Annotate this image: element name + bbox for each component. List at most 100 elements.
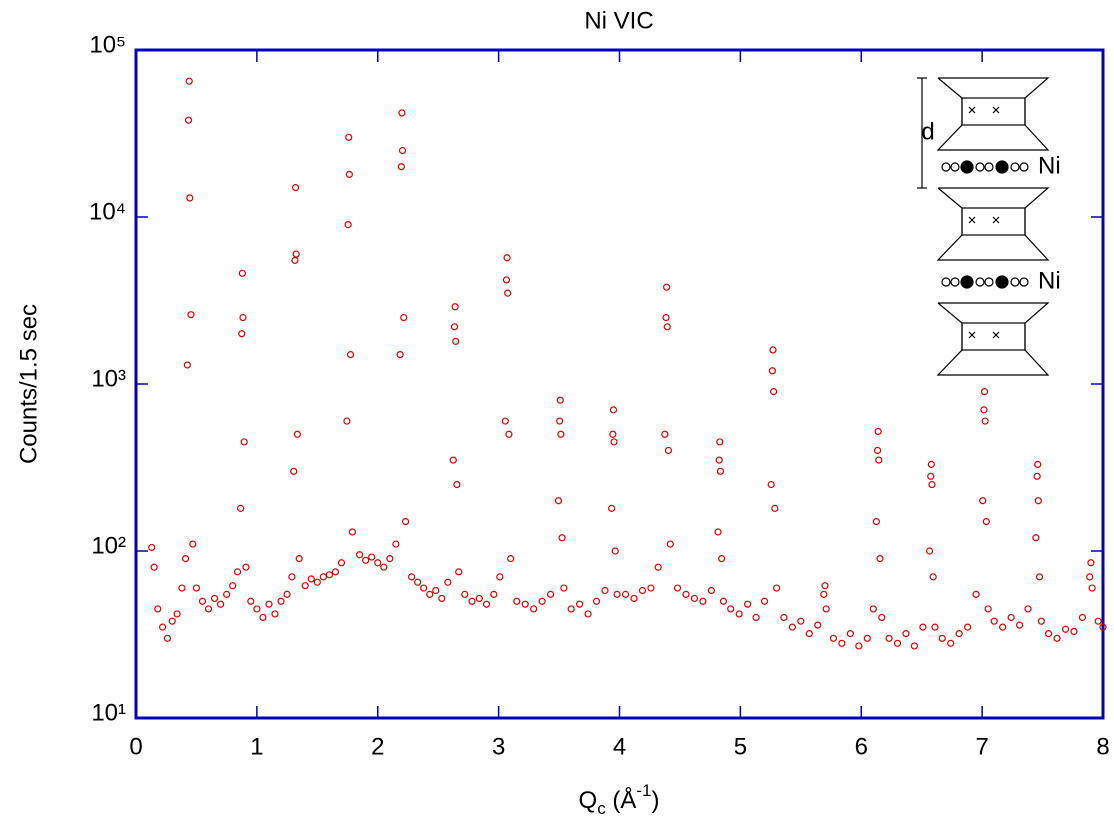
annotation: Ni [1038, 267, 1061, 294]
data-point [820, 590, 828, 598]
data-point [608, 504, 616, 512]
data-point [291, 183, 300, 192]
data-point [400, 313, 408, 322]
data-point [271, 610, 279, 618]
data-point [715, 456, 723, 464]
data-point [1015, 621, 1024, 629]
data-point [238, 269, 246, 277]
plot-frame [134, 48, 1105, 720]
data-point [154, 605, 162, 613]
data-point [609, 430, 617, 438]
data-point [198, 597, 207, 605]
data-point [1078, 613, 1087, 622]
data-point [647, 584, 655, 592]
data-point [242, 563, 250, 571]
y-tick-label: 10¹ [91, 699, 126, 726]
data-point [699, 597, 707, 605]
data-point [673, 584, 682, 592]
data-point [319, 573, 327, 581]
data-point [288, 573, 296, 581]
data-point [468, 597, 476, 605]
data-point [1094, 617, 1102, 625]
data-point [168, 617, 176, 625]
data-point [752, 613, 760, 622]
data-point [821, 582, 829, 590]
data-point [1053, 634, 1061, 642]
data-point [453, 480, 461, 489]
data-point [560, 584, 568, 592]
data-point [240, 438, 248, 446]
data-point [773, 584, 781, 592]
data-point [876, 555, 884, 563]
data-point [449, 456, 457, 464]
data-point [345, 170, 353, 178]
data-point [426, 590, 434, 598]
data-point [158, 623, 167, 631]
data-point [1086, 573, 1094, 581]
x-label-part: c [597, 799, 606, 818]
data-point [556, 417, 564, 425]
data-point [547, 590, 555, 598]
data-point [885, 634, 893, 642]
data-point [893, 639, 902, 647]
data-point [990, 617, 998, 625]
data-point [386, 555, 394, 563]
data-point [397, 163, 405, 171]
data-point [557, 430, 565, 438]
data-point [927, 472, 935, 480]
data-point [964, 623, 972, 631]
annotation: Ni [1038, 152, 1061, 179]
data-point [265, 600, 273, 608]
data-point [1034, 460, 1042, 469]
data-point [490, 590, 498, 598]
data-point [313, 578, 321, 586]
data-point [716, 467, 725, 475]
data-point [664, 446, 673, 455]
data-point [1070, 627, 1078, 636]
data-point [331, 568, 340, 576]
data-point [432, 586, 440, 595]
structure-inset [917, 77, 1050, 376]
data-point [630, 594, 638, 603]
data-point [554, 497, 563, 505]
x-tick-label: 7 [975, 733, 988, 760]
data-point [247, 597, 255, 605]
data-point [407, 573, 416, 581]
data-point [735, 610, 743, 618]
data-point [797, 617, 805, 625]
data-point [301, 582, 309, 590]
data-point [609, 406, 618, 414]
data-point [1061, 625, 1070, 633]
data-point [398, 146, 407, 155]
data-point [690, 594, 699, 603]
data-point [259, 613, 267, 622]
data-point [1088, 584, 1096, 592]
data-point [295, 555, 303, 563]
data-point [663, 323, 671, 331]
x-tick-label: 3 [492, 733, 505, 760]
data-point [771, 504, 779, 512]
data-point [181, 555, 190, 563]
data-point [183, 361, 191, 369]
data-point [452, 337, 460, 345]
data-point [770, 388, 778, 396]
data-point [192, 584, 201, 592]
data-point [368, 553, 376, 561]
data-point [727, 605, 735, 613]
data-point [601, 586, 609, 595]
data-point [505, 430, 513, 438]
y-tick-label: 10⁴ [89, 198, 126, 225]
data-point [558, 534, 566, 542]
data-point [874, 427, 882, 436]
data-point [210, 594, 219, 603]
data-point [233, 568, 242, 576]
data-point [501, 417, 509, 425]
data-point [187, 311, 195, 319]
data-point [253, 605, 261, 613]
data-point [910, 642, 919, 650]
data-point [283, 590, 291, 598]
data-point [928, 480, 936, 489]
data-point [1035, 573, 1044, 581]
data-point [392, 540, 400, 548]
data-point [919, 623, 927, 631]
